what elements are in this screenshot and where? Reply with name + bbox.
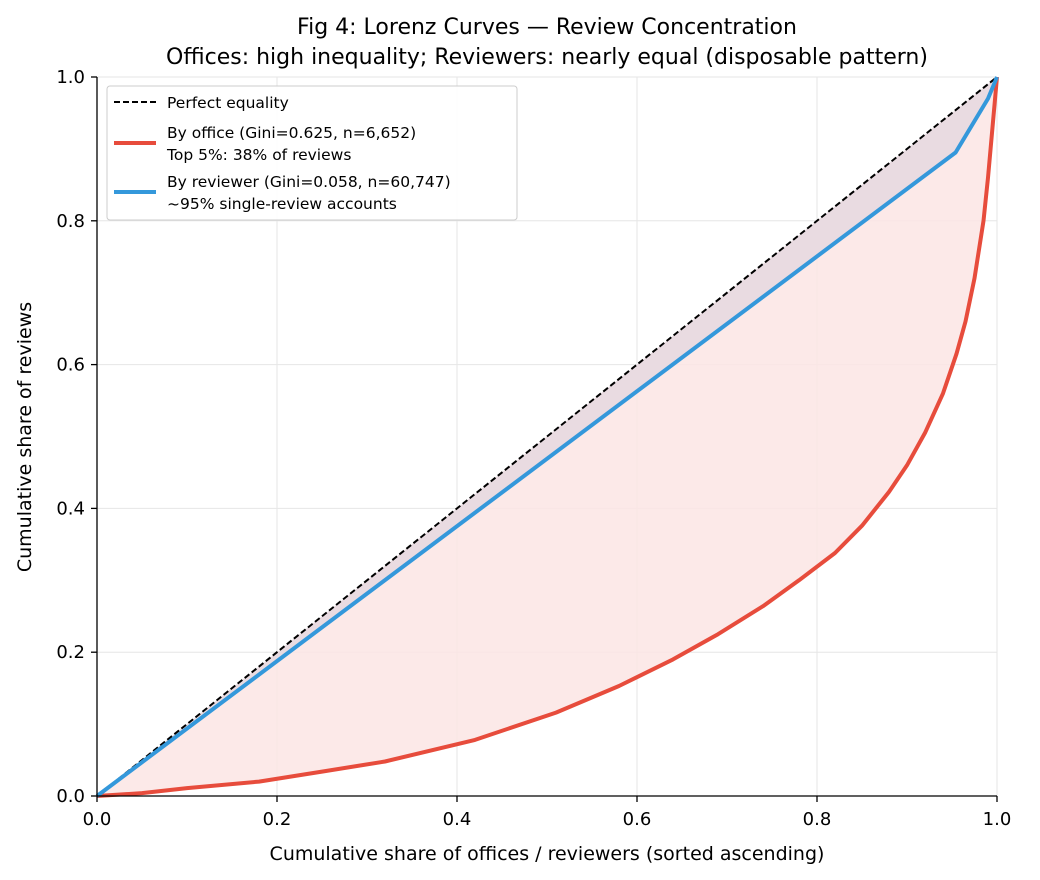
legend-label-equality: Perfect equality: [167, 94, 289, 112]
area-fills: [97, 77, 997, 796]
tick-labels: 0.0 0.2 0.4 0.6 0.8 1.0 0.0 0.2 0.4 0.6 0.8 1.0: [56, 67, 1011, 830]
series-line-reviewer: [95, 76, 999, 798]
legend-label-reviewer: By reviewer (Gini=0.058, n=60,747): [167, 173, 451, 191]
legend-label-reviewer-line2: ~95% single-review accounts: [167, 195, 397, 213]
legend-label-office-line2: Top 5%: 38% of reviews: [166, 146, 351, 164]
axes: [91, 76, 998, 802]
x-axis-label: Cumulative share of offices / reviewers …: [270, 843, 825, 865]
x-tick-label: 0.4: [443, 809, 472, 830]
y-tick-label: 0.8: [56, 211, 85, 232]
chart-subtitle: Offices: high inequality; Reviewers: nea…: [166, 45, 928, 70]
x-tick-label: 0.2: [263, 809, 292, 830]
y-tick-label: 1.0: [56, 67, 85, 88]
fill-office-gap: [97, 77, 997, 796]
x-tick-label: 1.0: [983, 809, 1012, 830]
legend-box: [106, 85, 518, 221]
y-axis-label: Cumulative share of reviews: [14, 302, 36, 572]
series-line-office: [96, 76, 999, 798]
y-tick-label: 0.6: [56, 355, 85, 376]
legend: Perfect equality By office (Gini=0.625, …: [106, 85, 518, 221]
y-tick-label: 0.4: [56, 498, 85, 519]
legend-label-office: By office (Gini=0.625, n=6,652): [167, 124, 416, 142]
series-lines: [95, 76, 999, 798]
y-tick-label: 0.0: [56, 786, 85, 807]
x-tick-label: 0.6: [623, 809, 652, 830]
y-tick-label: 0.2: [56, 642, 85, 663]
x-tick-label: 0.0: [83, 809, 112, 830]
x-tick-label: 0.8: [803, 809, 832, 830]
chart-title: Fig 4: Lorenz Curves — Review Concentrat…: [297, 15, 797, 40]
series-line-perfect-equality: [96, 76, 998, 797]
fill-reviewer-overlay: [97, 77, 997, 796]
